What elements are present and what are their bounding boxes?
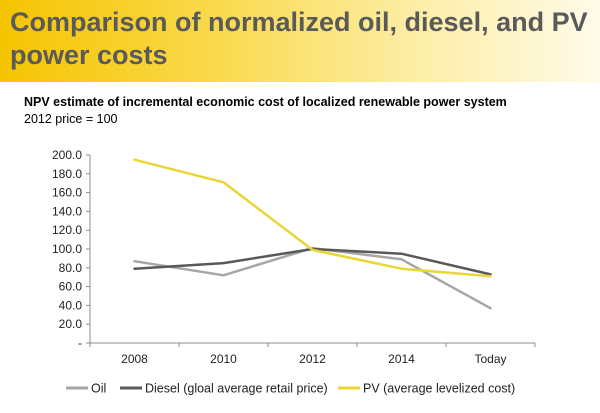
x-tick-label: Today xyxy=(474,352,506,366)
y-tick-label: - xyxy=(78,336,82,350)
x-tick-label: 2014 xyxy=(388,352,415,366)
y-tick-label: 180.0 xyxy=(52,167,82,181)
legend-label: PV (average levelized cost) xyxy=(363,382,515,396)
line-chart: - 20.0 40.0 60.0 80.0 100.0 120.0 140.0 160.0 180… xyxy=(52,148,536,396)
chart-legend: Oil Diesel (gloal average retail price) PV… xyxy=(66,382,515,396)
header-banner: Comparison of normalized oil, diesel, an… xyxy=(0,0,600,82)
y-tick-label: 80.0 xyxy=(59,261,83,275)
y-tick-label: 60.0 xyxy=(59,280,83,294)
y-tick-label: 40.0 xyxy=(59,298,83,312)
page-title: Comparison of normalized oil, diesel, an… xyxy=(10,7,588,70)
series-line-0 xyxy=(133,246,492,310)
y-tick-label: 120.0 xyxy=(52,223,82,237)
legend-label: Diesel (gloal average retail price) xyxy=(145,382,328,396)
y-tick-label: 100.0 xyxy=(52,242,82,256)
series-line-2 xyxy=(133,158,492,278)
legend-label: Oil xyxy=(91,382,106,396)
series-lines xyxy=(133,158,492,310)
y-tick-label: 200.0 xyxy=(52,148,82,162)
chart-subtitle: 2012 price = 100 xyxy=(24,112,118,126)
y-tick-label: 20.0 xyxy=(59,317,83,331)
chart-title: NPV estimate of incremental economic cos… xyxy=(24,95,507,109)
y-tick-label: 160.0 xyxy=(52,186,82,200)
x-axis-ticks: 2008 2010 2012 2014 Today xyxy=(89,343,536,366)
x-tick-label: 2008 xyxy=(121,352,148,366)
x-tick-label: 2010 xyxy=(210,352,237,366)
y-axis-ticks: - 20.0 40.0 60.0 80.0 100.0 120.0 140.0 160.0 180… xyxy=(52,148,90,350)
y-tick-label: 140.0 xyxy=(52,204,82,218)
x-tick-label: 2012 xyxy=(299,352,326,366)
